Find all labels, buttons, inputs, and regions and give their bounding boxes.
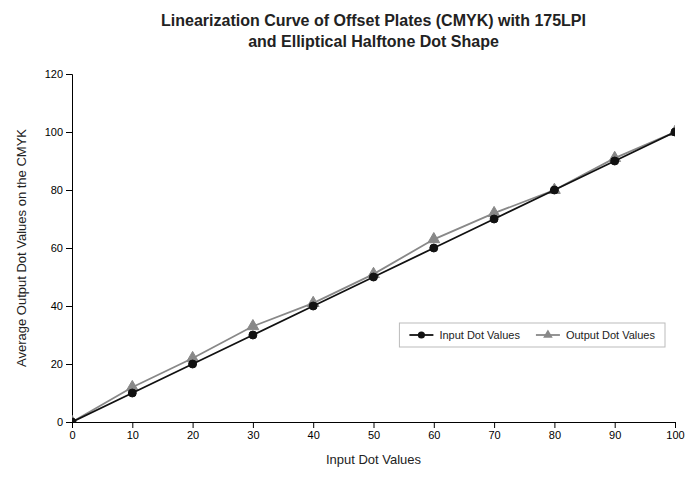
tick-mark bbox=[675, 422, 676, 428]
point bbox=[72, 418, 76, 422]
tick-label: 10 bbox=[127, 429, 139, 441]
tick: 80 bbox=[549, 422, 561, 441]
tick: 0 bbox=[57, 416, 72, 428]
series-line bbox=[72, 132, 675, 422]
tick-label: 80 bbox=[549, 429, 561, 441]
tick-mark bbox=[193, 422, 194, 428]
tick: 60 bbox=[428, 422, 440, 441]
chart: Linearization Curve of Offset Plates (CM… bbox=[0, 0, 700, 478]
point bbox=[671, 128, 675, 136]
tick-label: 40 bbox=[308, 429, 320, 441]
tick-mark bbox=[66, 74, 72, 75]
point bbox=[247, 320, 259, 330]
x-axis-label: Input Dot Values bbox=[326, 452, 422, 467]
tick: 100 bbox=[666, 422, 684, 441]
legend-swatch-marker bbox=[543, 329, 553, 337]
tick-label: 90 bbox=[609, 429, 621, 441]
legend: Input Dot Values Output Dot Values bbox=[399, 323, 665, 347]
tick-mark bbox=[253, 422, 254, 428]
point bbox=[430, 244, 438, 252]
plot: 0 10 20 30 40 50 60 70 80 90 100 0 20 40 60 80 100 120 Inp… bbox=[14, 68, 685, 467]
point bbox=[249, 331, 257, 339]
tick-mark bbox=[313, 422, 314, 428]
y-axis-label: Average Output Dot Values on the CMYK bbox=[14, 129, 29, 367]
y-axis: 0 20 40 60 80 100 120 bbox=[45, 68, 73, 428]
tick: 30 bbox=[247, 422, 259, 441]
tick-label: 20 bbox=[51, 358, 63, 370]
tick-mark bbox=[66, 190, 72, 191]
tick-mark bbox=[66, 422, 72, 423]
title-line: Linearization Curve of Offset Plates (CM… bbox=[161, 12, 586, 29]
x-axis: 0 10 20 30 40 50 60 70 80 90 100 bbox=[69, 422, 684, 441]
axis-line bbox=[66, 75, 73, 423]
tick-mark bbox=[66, 132, 72, 133]
tick-mark bbox=[66, 364, 72, 365]
tick: 50 bbox=[368, 422, 380, 441]
tick-label: 100 bbox=[666, 429, 684, 441]
tick-label: 50 bbox=[368, 429, 380, 441]
tick-label: 0 bbox=[69, 429, 75, 441]
tick-mark bbox=[374, 422, 375, 428]
point bbox=[550, 186, 558, 194]
legend-item: Output Dot Values bbox=[536, 329, 656, 341]
tick-label: 100 bbox=[45, 126, 63, 138]
tick-mark bbox=[66, 248, 72, 249]
legend-label: Input Dot Values bbox=[439, 329, 520, 341]
legend-swatch-marker bbox=[418, 331, 425, 338]
tick-mark bbox=[554, 422, 555, 428]
tick-mark bbox=[132, 422, 133, 428]
title-line: and Elliptical Halftone Dot Shape bbox=[248, 33, 499, 50]
tick-label: 80 bbox=[51, 184, 63, 196]
tick-mark bbox=[615, 422, 616, 428]
tick: 70 bbox=[488, 422, 500, 441]
tick-label: 40 bbox=[51, 300, 63, 312]
point bbox=[309, 302, 317, 310]
tick-label: 60 bbox=[51, 242, 63, 254]
point bbox=[428, 233, 440, 243]
legend-label: Output Dot Values bbox=[566, 329, 656, 341]
axis-line bbox=[73, 423, 676, 429]
tick: 10 bbox=[127, 422, 139, 441]
point bbox=[370, 273, 378, 281]
title: Linearization Curve of Offset Plates (CM… bbox=[161, 12, 586, 50]
point bbox=[611, 157, 619, 165]
tick: 0 bbox=[69, 422, 75, 441]
legend-item: Input Dot Values bbox=[409, 329, 520, 341]
tick: 120 bbox=[45, 68, 72, 80]
series-line bbox=[72, 132, 675, 422]
tick-label: 20 bbox=[187, 429, 199, 441]
tick: 80 bbox=[51, 184, 72, 196]
point bbox=[490, 215, 498, 223]
tick: 100 bbox=[45, 126, 72, 138]
tick: 40 bbox=[308, 422, 320, 441]
tick: 20 bbox=[187, 422, 199, 441]
tick: 20 bbox=[51, 358, 72, 370]
tick: 90 bbox=[609, 422, 621, 441]
tick: 60 bbox=[51, 242, 72, 254]
tick-label: 60 bbox=[428, 429, 440, 441]
tick-mark bbox=[66, 306, 72, 307]
tick-label: 120 bbox=[45, 68, 63, 80]
tick-label: 30 bbox=[247, 429, 259, 441]
point bbox=[128, 389, 136, 397]
tick-label: 0 bbox=[57, 416, 63, 428]
tick-mark bbox=[494, 422, 495, 428]
tick-label: 70 bbox=[488, 429, 500, 441]
tick: 40 bbox=[51, 300, 72, 312]
tick-mark bbox=[434, 422, 435, 428]
marks bbox=[72, 125, 675, 422]
point bbox=[189, 360, 197, 368]
legend-box bbox=[399, 323, 665, 347]
